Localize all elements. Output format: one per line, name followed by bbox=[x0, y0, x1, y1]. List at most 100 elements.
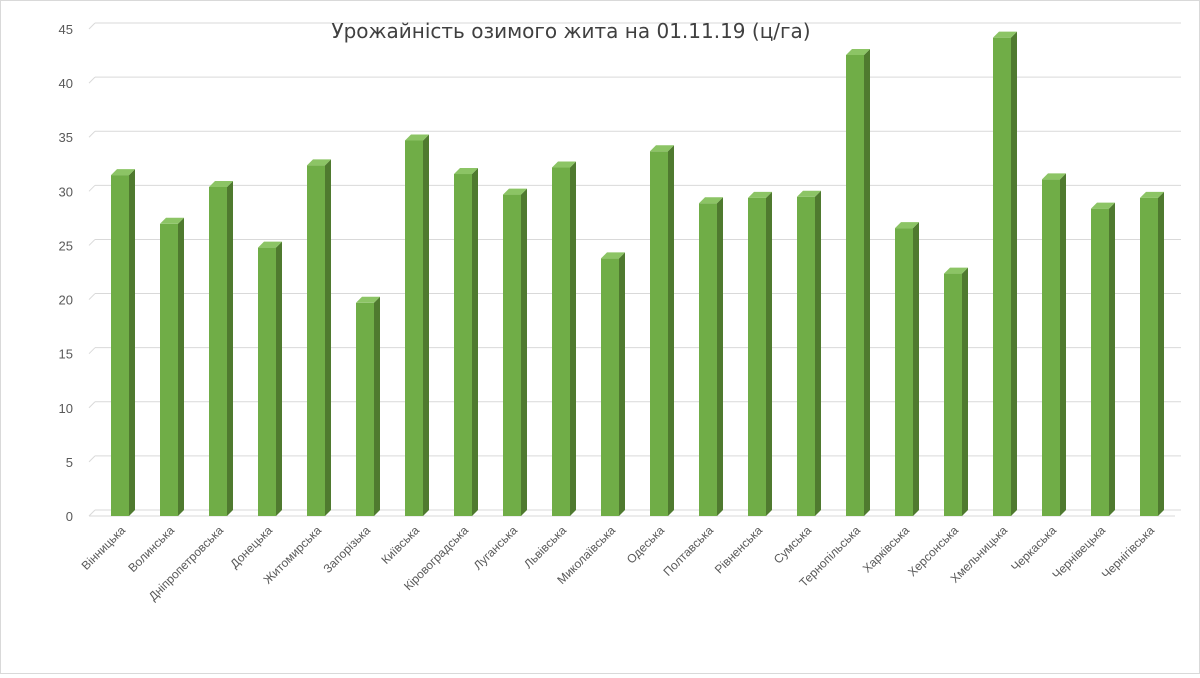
y-tick-label: 25 bbox=[59, 238, 73, 253]
bar-side bbox=[570, 161, 576, 516]
bar-front bbox=[454, 174, 472, 517]
gridline-depth bbox=[88, 455, 96, 463]
x-tick-label: Донецька bbox=[227, 523, 275, 571]
bar-side bbox=[472, 168, 478, 517]
bar bbox=[454, 168, 478, 517]
bar-side bbox=[129, 169, 135, 516]
bar-top bbox=[258, 241, 282, 248]
bar bbox=[748, 191, 772, 516]
bar-front bbox=[111, 175, 129, 516]
bar bbox=[993, 31, 1017, 517]
bar bbox=[356, 296, 380, 516]
y-tick-label: 35 bbox=[59, 130, 73, 145]
bar bbox=[160, 217, 184, 517]
x-tick-label: Волинська bbox=[125, 523, 177, 575]
x-tick-label: Луганська bbox=[471, 523, 521, 573]
bar-top bbox=[797, 190, 821, 197]
bar bbox=[307, 159, 331, 517]
bar bbox=[1140, 191, 1164, 516]
bar bbox=[895, 222, 919, 516]
bar-side bbox=[766, 191, 772, 516]
x-tick-label: Сумська bbox=[771, 523, 815, 567]
x-tick-label: Рівненська bbox=[712, 523, 766, 577]
bar bbox=[209, 181, 233, 516]
bar-front bbox=[160, 223, 178, 517]
bar-front bbox=[944, 273, 962, 516]
bar-front bbox=[503, 194, 521, 516]
bar-front bbox=[1140, 197, 1158, 516]
gridline-depth bbox=[88, 509, 96, 517]
y-tick-label: 45 bbox=[59, 22, 73, 37]
x-tick-label: Чернігівська bbox=[1099, 523, 1157, 581]
bar-front bbox=[209, 187, 227, 516]
bar-top bbox=[160, 217, 184, 224]
gridline-depth bbox=[88, 184, 96, 192]
x-tick-label: Запорізька bbox=[321, 523, 374, 576]
bar-side bbox=[717, 197, 723, 516]
bar-top bbox=[552, 161, 576, 168]
bar-top bbox=[699, 197, 723, 204]
bar-front bbox=[1042, 179, 1060, 516]
bar-front bbox=[895, 228, 913, 516]
bar-top bbox=[209, 181, 233, 188]
gridlines bbox=[88, 22, 1181, 517]
bar bbox=[699, 197, 723, 516]
y-tick-label: 20 bbox=[59, 293, 73, 308]
bar-top bbox=[503, 188, 527, 195]
x-tick-label: Полтавська bbox=[660, 523, 716, 579]
gridline-depth bbox=[88, 401, 96, 409]
bar-side bbox=[1060, 173, 1066, 516]
bar bbox=[1042, 173, 1066, 516]
bar-top bbox=[111, 169, 135, 176]
bar-front bbox=[356, 302, 374, 516]
bar-front bbox=[748, 197, 766, 516]
bar-top bbox=[748, 191, 772, 198]
bar-top bbox=[1042, 173, 1066, 180]
y-tick-label: 15 bbox=[59, 347, 73, 362]
x-tick-label: Львівська bbox=[521, 523, 569, 571]
y-tick-label: 30 bbox=[59, 184, 73, 199]
gridline-depth bbox=[88, 293, 96, 300]
x-tick-label: Одеська bbox=[624, 523, 667, 566]
bar bbox=[258, 241, 282, 516]
y-tick-label: 10 bbox=[59, 401, 73, 416]
bar bbox=[650, 145, 674, 516]
gridline-depth bbox=[88, 239, 96, 246]
bar-side bbox=[325, 159, 331, 517]
bar-top bbox=[650, 145, 674, 152]
bar-top bbox=[1091, 202, 1115, 209]
bar bbox=[601, 252, 625, 517]
bar bbox=[405, 134, 429, 517]
bar-front bbox=[1091, 208, 1109, 516]
x-tick-label: Вінницька bbox=[79, 523, 129, 573]
bar bbox=[944, 267, 968, 516]
bar-front bbox=[307, 165, 325, 517]
chart-title: Урожайність озимого жита на 01.11.19 (ц/… bbox=[331, 19, 811, 43]
bar bbox=[846, 48, 870, 517]
bar-front bbox=[650, 151, 668, 516]
bar-side bbox=[619, 252, 625, 517]
gridline-depth bbox=[88, 347, 96, 355]
bar-front bbox=[699, 203, 717, 516]
bar-top bbox=[601, 252, 625, 259]
bar-front bbox=[405, 140, 423, 517]
bar-top bbox=[993, 31, 1017, 38]
bar bbox=[797, 190, 821, 516]
bar-side bbox=[227, 181, 233, 516]
bar-top bbox=[356, 296, 380, 303]
bar-side bbox=[1109, 202, 1115, 516]
bar-side bbox=[1158, 191, 1164, 516]
bar-side bbox=[668, 145, 674, 516]
y-axis-ticks: 0 5 10 15 20 25 30 35 40 45 bbox=[59, 22, 73, 524]
gridline-depth bbox=[88, 22, 96, 30]
bar-front bbox=[258, 247, 276, 516]
bar bbox=[552, 161, 576, 516]
bar-top bbox=[846, 48, 870, 55]
bar-side bbox=[962, 267, 968, 516]
gridline-depth bbox=[88, 130, 96, 138]
bar-side bbox=[374, 296, 380, 516]
bar-side bbox=[1011, 31, 1017, 517]
